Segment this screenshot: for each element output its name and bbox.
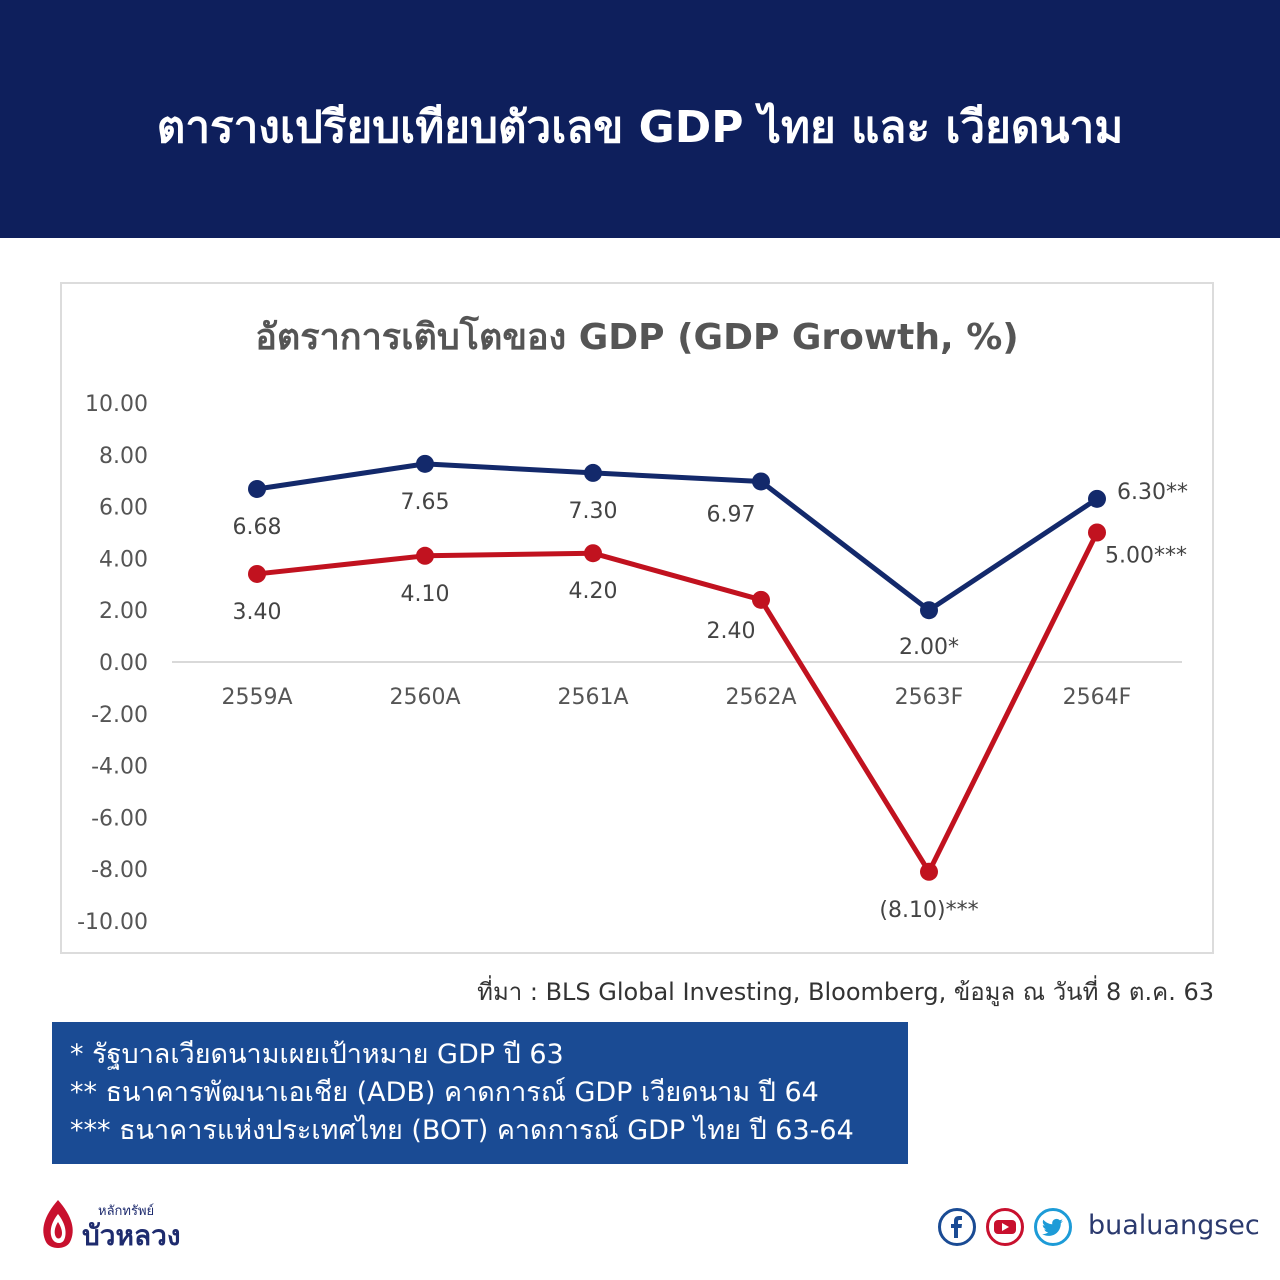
data-label: 5.00*** bbox=[1105, 544, 1187, 569]
chart-frame: อัตราการเติบโตของ GDP (GDP Growth, %) 10.… bbox=[60, 282, 1214, 954]
x-tick-label: 2564F bbox=[1063, 685, 1132, 710]
data-label: 4.10 bbox=[401, 582, 450, 607]
data-label: 7.30 bbox=[569, 499, 618, 524]
notes-box: * รัฐบาลเวียดนามเผยเป้าหมาย GDP ปี 63 **… bbox=[52, 1022, 908, 1164]
bualuang-logo: หลักทรัพย์ บัวหลวง bbox=[36, 1196, 226, 1256]
logo-brand-text: บัวหลวง bbox=[82, 1219, 181, 1252]
y-tick-label: 6.00 bbox=[99, 496, 148, 521]
data-label: 2.00* bbox=[899, 635, 959, 660]
y-tick-label: 2.00 bbox=[99, 599, 148, 624]
facebook-icon[interactable] bbox=[938, 1208, 976, 1246]
data-label: 6.30** bbox=[1117, 480, 1188, 505]
note-line: ** ธนาคารพัฒนาเอเชีย (ADB) คาดการณ์ GDP … bbox=[70, 1077, 819, 1108]
logo-small-text: หลักทรัพย์ bbox=[98, 1204, 155, 1219]
series-line bbox=[256, 531, 1100, 875]
lotus-logo-icon bbox=[43, 1200, 73, 1248]
y-tick-label: 10.00 bbox=[85, 392, 148, 417]
y-tick-label: 0.00 bbox=[99, 651, 148, 676]
data-label: 3.40 bbox=[233, 600, 282, 625]
youtube-icon[interactable] bbox=[986, 1208, 1024, 1246]
y-tick-label: -2.00 bbox=[91, 703, 148, 728]
social-handle: bualuangsec bbox=[1088, 1210, 1260, 1241]
data-point bbox=[416, 546, 434, 565]
data-point bbox=[752, 590, 770, 609]
y-tick-label: -4.00 bbox=[91, 755, 148, 780]
chart-title: อัตราการเติบโตของ GDP (GDP Growth, %) bbox=[255, 315, 1019, 358]
y-tick-label: -6.00 bbox=[91, 806, 148, 831]
note-line: *** ธนาคารแห่งประเทศไทย (BOT) คาดการณ์ G… bbox=[70, 1115, 854, 1146]
y-tick-label: -8.00 bbox=[91, 858, 148, 883]
data-point bbox=[1088, 523, 1106, 542]
x-tick-label: 2561A bbox=[557, 685, 628, 710]
data-label: 2.40 bbox=[707, 619, 756, 644]
y-tick-label: 4.00 bbox=[99, 547, 148, 572]
data-point bbox=[248, 479, 266, 498]
data-label: 6.68 bbox=[233, 515, 282, 540]
x-tick-label: 2563F bbox=[895, 685, 964, 710]
data-label: 7.65 bbox=[401, 490, 450, 515]
twitter-icon[interactable] bbox=[1034, 1208, 1072, 1246]
data-point bbox=[584, 544, 602, 563]
y-tick-label: 8.00 bbox=[99, 444, 148, 469]
data-point bbox=[248, 564, 266, 583]
x-tick-label: 2559A bbox=[221, 685, 292, 710]
y-tick-label: -10.00 bbox=[77, 910, 148, 935]
data-point bbox=[920, 601, 938, 620]
gdp-line-chart: อัตราการเติบโตของ GDP (GDP Growth, %) 10.… bbox=[77, 315, 1188, 935]
x-tick-label: 2560A bbox=[389, 685, 460, 710]
data-point bbox=[920, 862, 938, 881]
note-line: * รัฐบาลเวียดนามเผยเป้าหมาย GDP ปี 63 bbox=[70, 1039, 564, 1070]
data-point bbox=[416, 454, 434, 473]
header-banner: ตารางเปรียบเทียบตัวเลข GDP ไทย และ เวียด… bbox=[0, 0, 1280, 238]
data-point bbox=[1088, 489, 1106, 508]
data-label: (8.10)*** bbox=[879, 898, 978, 923]
page-title: ตารางเปรียบเทียบตัวเลข GDP ไทย และ เวียด… bbox=[156, 102, 1124, 153]
data-label: 6.97 bbox=[707, 502, 756, 527]
data-point bbox=[752, 472, 770, 491]
series-line bbox=[256, 461, 1099, 613]
source-text: ที่มา : BLS Global Investing, Bloomberg,… bbox=[477, 978, 1214, 1006]
data-point bbox=[584, 463, 602, 482]
x-tick-label: 2562A bbox=[725, 685, 796, 710]
data-label: 4.20 bbox=[569, 579, 618, 604]
